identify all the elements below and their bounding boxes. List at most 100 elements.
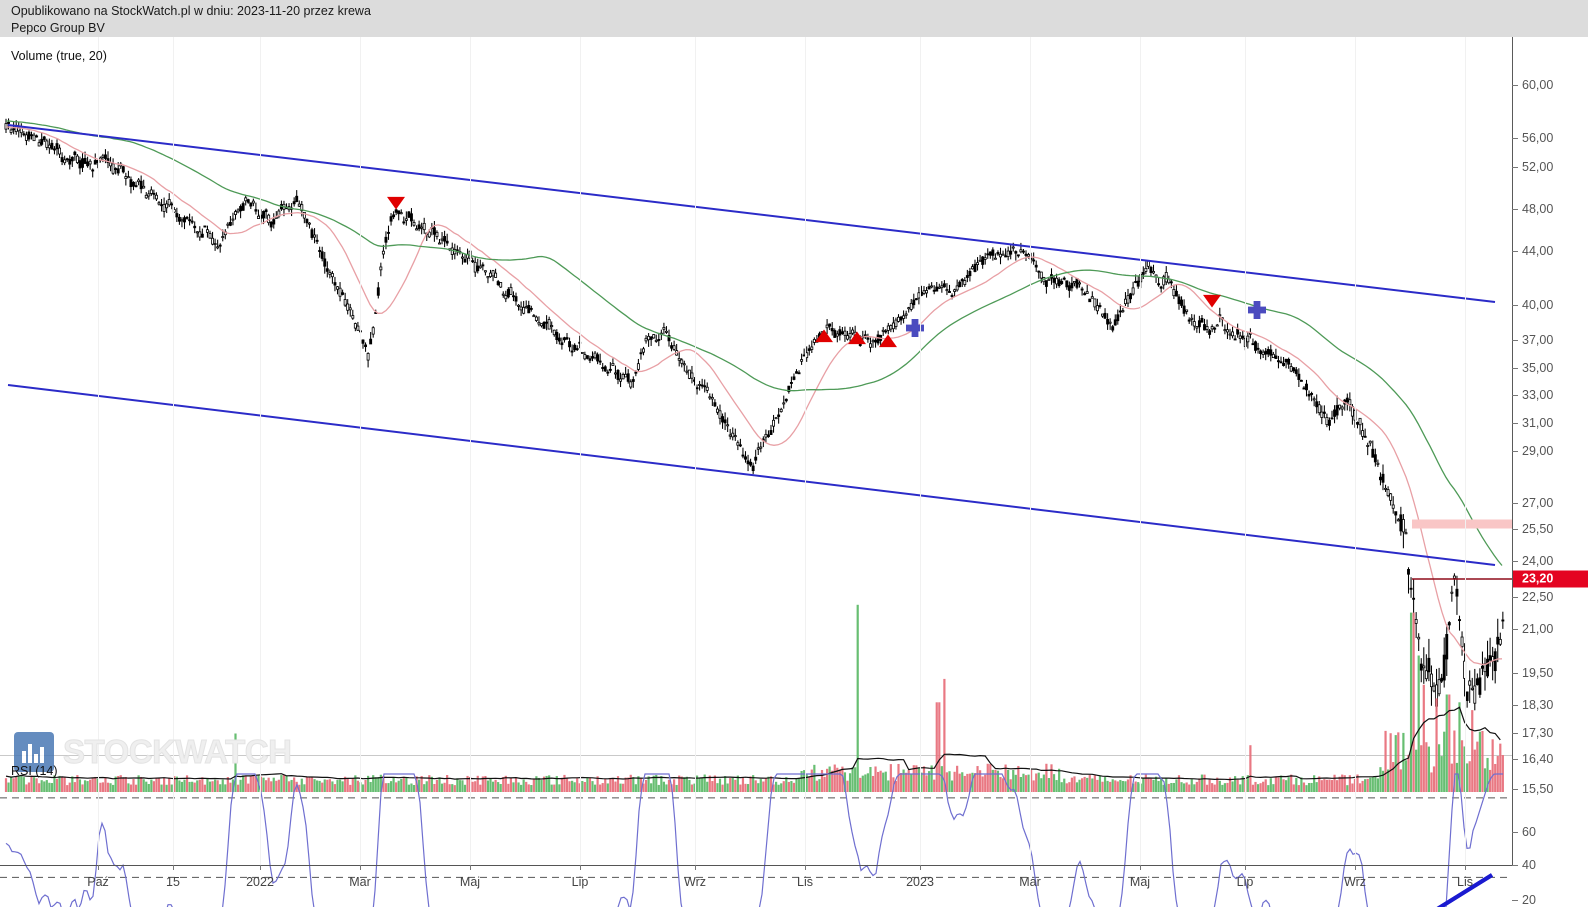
candle-body bbox=[1320, 411, 1324, 418]
volume-bar bbox=[32, 777, 36, 792]
candle-body bbox=[981, 256, 985, 265]
chart-plot-area[interactable]: Volume (true, 20) RSI (14) STOCKWATCH bbox=[0, 37, 1512, 907]
volume-bar bbox=[593, 784, 597, 792]
buy-marker-triangle[interactable] bbox=[848, 331, 866, 345]
volume-bar bbox=[1369, 777, 1372, 792]
candle-body bbox=[1241, 335, 1245, 339]
candle-body bbox=[432, 227, 436, 235]
candle-body bbox=[262, 211, 265, 219]
candle-body bbox=[764, 433, 768, 438]
date-tick-label: Lip bbox=[1236, 875, 1254, 889]
candle-body bbox=[690, 372, 694, 379]
volume-bar bbox=[282, 774, 286, 792]
volume-bar bbox=[494, 779, 497, 792]
cross-marker[interactable] bbox=[906, 319, 924, 337]
volume-bar bbox=[285, 775, 288, 792]
volume-bar bbox=[239, 779, 242, 792]
date-tick-label: Mar bbox=[349, 875, 371, 889]
date-gridline bbox=[173, 37, 174, 865]
volume-bar bbox=[749, 776, 752, 792]
candle-body bbox=[703, 385, 707, 388]
candle-body bbox=[866, 337, 870, 340]
lower-channel[interactable] bbox=[7, 384, 1496, 566]
candle-body bbox=[75, 155, 79, 163]
volume-bar bbox=[1040, 778, 1043, 792]
volume-bar bbox=[583, 781, 586, 792]
volume-bar bbox=[818, 779, 821, 792]
volume-bar bbox=[479, 784, 482, 792]
volume-bar bbox=[89, 779, 92, 792]
volume-bar bbox=[1323, 779, 1326, 792]
volume-bar bbox=[861, 775, 864, 792]
volume-bar bbox=[1081, 778, 1084, 792]
volume-bar bbox=[889, 764, 892, 792]
volume-bar bbox=[1325, 779, 1328, 792]
date-axis[interactable]: Paź 15 2022 Mar Maj Lip Wrz Lis 2023 Mar Maj Lip Wrz… bbox=[0, 37, 1512, 905]
volume-bar bbox=[400, 778, 403, 792]
volume-bar bbox=[1282, 779, 1285, 792]
candle-body bbox=[142, 185, 146, 189]
candle-body bbox=[547, 319, 551, 330]
rsi-trendline[interactable] bbox=[1418, 873, 1494, 907]
candle-body bbox=[1440, 677, 1444, 682]
candle-body bbox=[7, 122, 10, 124]
candle-body bbox=[1307, 393, 1311, 397]
candle-body bbox=[1310, 393, 1314, 395]
candle-body bbox=[833, 330, 837, 338]
candle-body bbox=[657, 339, 661, 341]
volume-bar bbox=[216, 780, 219, 792]
volume-bar bbox=[387, 783, 390, 792]
candle-body bbox=[621, 374, 625, 380]
candle-body bbox=[1481, 665, 1484, 669]
candle-body bbox=[1340, 406, 1344, 410]
volume-bar bbox=[619, 783, 622, 792]
candle-body bbox=[797, 372, 801, 375]
volume-bar bbox=[43, 781, 46, 792]
volume-bar bbox=[823, 776, 826, 792]
price-tick-label: 19,50 bbox=[1522, 666, 1554, 680]
volume-bar bbox=[1409, 612, 1413, 792]
candle-body bbox=[522, 307, 526, 314]
candle-body bbox=[754, 456, 758, 461]
buy-marker-triangle[interactable] bbox=[879, 334, 897, 348]
candle-body bbox=[323, 258, 327, 267]
date-tick-label: Lip bbox=[571, 875, 589, 889]
volume-bar bbox=[1231, 781, 1234, 792]
volume-bar bbox=[293, 777, 296, 792]
volume-bar bbox=[326, 779, 329, 792]
candle-body bbox=[830, 328, 834, 332]
volume-bar bbox=[1091, 778, 1094, 792]
candle-body bbox=[636, 363, 640, 370]
volume-bar bbox=[361, 784, 365, 792]
chart-canvas bbox=[0, 118, 1512, 907]
volume-bar bbox=[744, 783, 747, 792]
candle-body bbox=[555, 331, 559, 341]
buy-marker-triangle[interactable] bbox=[815, 329, 833, 343]
upper-channel[interactable] bbox=[7, 124, 1496, 303]
sell-marker-triangle[interactable] bbox=[1203, 294, 1221, 308]
volume-bar bbox=[1126, 779, 1130, 792]
volume-bar bbox=[1086, 777, 1089, 792]
candle-body bbox=[1417, 636, 1421, 640]
candle-body bbox=[1187, 319, 1191, 322]
candle-body bbox=[988, 251, 992, 256]
cross-marker[interactable] bbox=[1248, 301, 1266, 319]
candle-body bbox=[876, 334, 880, 344]
sell-marker-triangle[interactable] bbox=[387, 196, 405, 210]
candle-body bbox=[1075, 278, 1079, 288]
volume-bar bbox=[354, 775, 357, 792]
date-tick bbox=[805, 865, 806, 870]
candle-body bbox=[731, 432, 735, 438]
volume-bar bbox=[377, 777, 380, 792]
candle-body bbox=[881, 329, 885, 332]
candle-body bbox=[272, 219, 276, 225]
volume-bar bbox=[1440, 756, 1443, 792]
price-axis[interactable]: 60,00 56,00 52,00 48,00 44,00 40,00 37,00 35,00… bbox=[1512, 37, 1588, 907]
volume-bar bbox=[129, 784, 133, 792]
candle-body bbox=[779, 408, 783, 413]
candle-body bbox=[1083, 293, 1087, 296]
candle-body bbox=[343, 299, 347, 306]
candle-body bbox=[1118, 310, 1122, 313]
volume-bar bbox=[1236, 779, 1239, 792]
last-price-badge: 23,20 bbox=[1513, 570, 1588, 588]
